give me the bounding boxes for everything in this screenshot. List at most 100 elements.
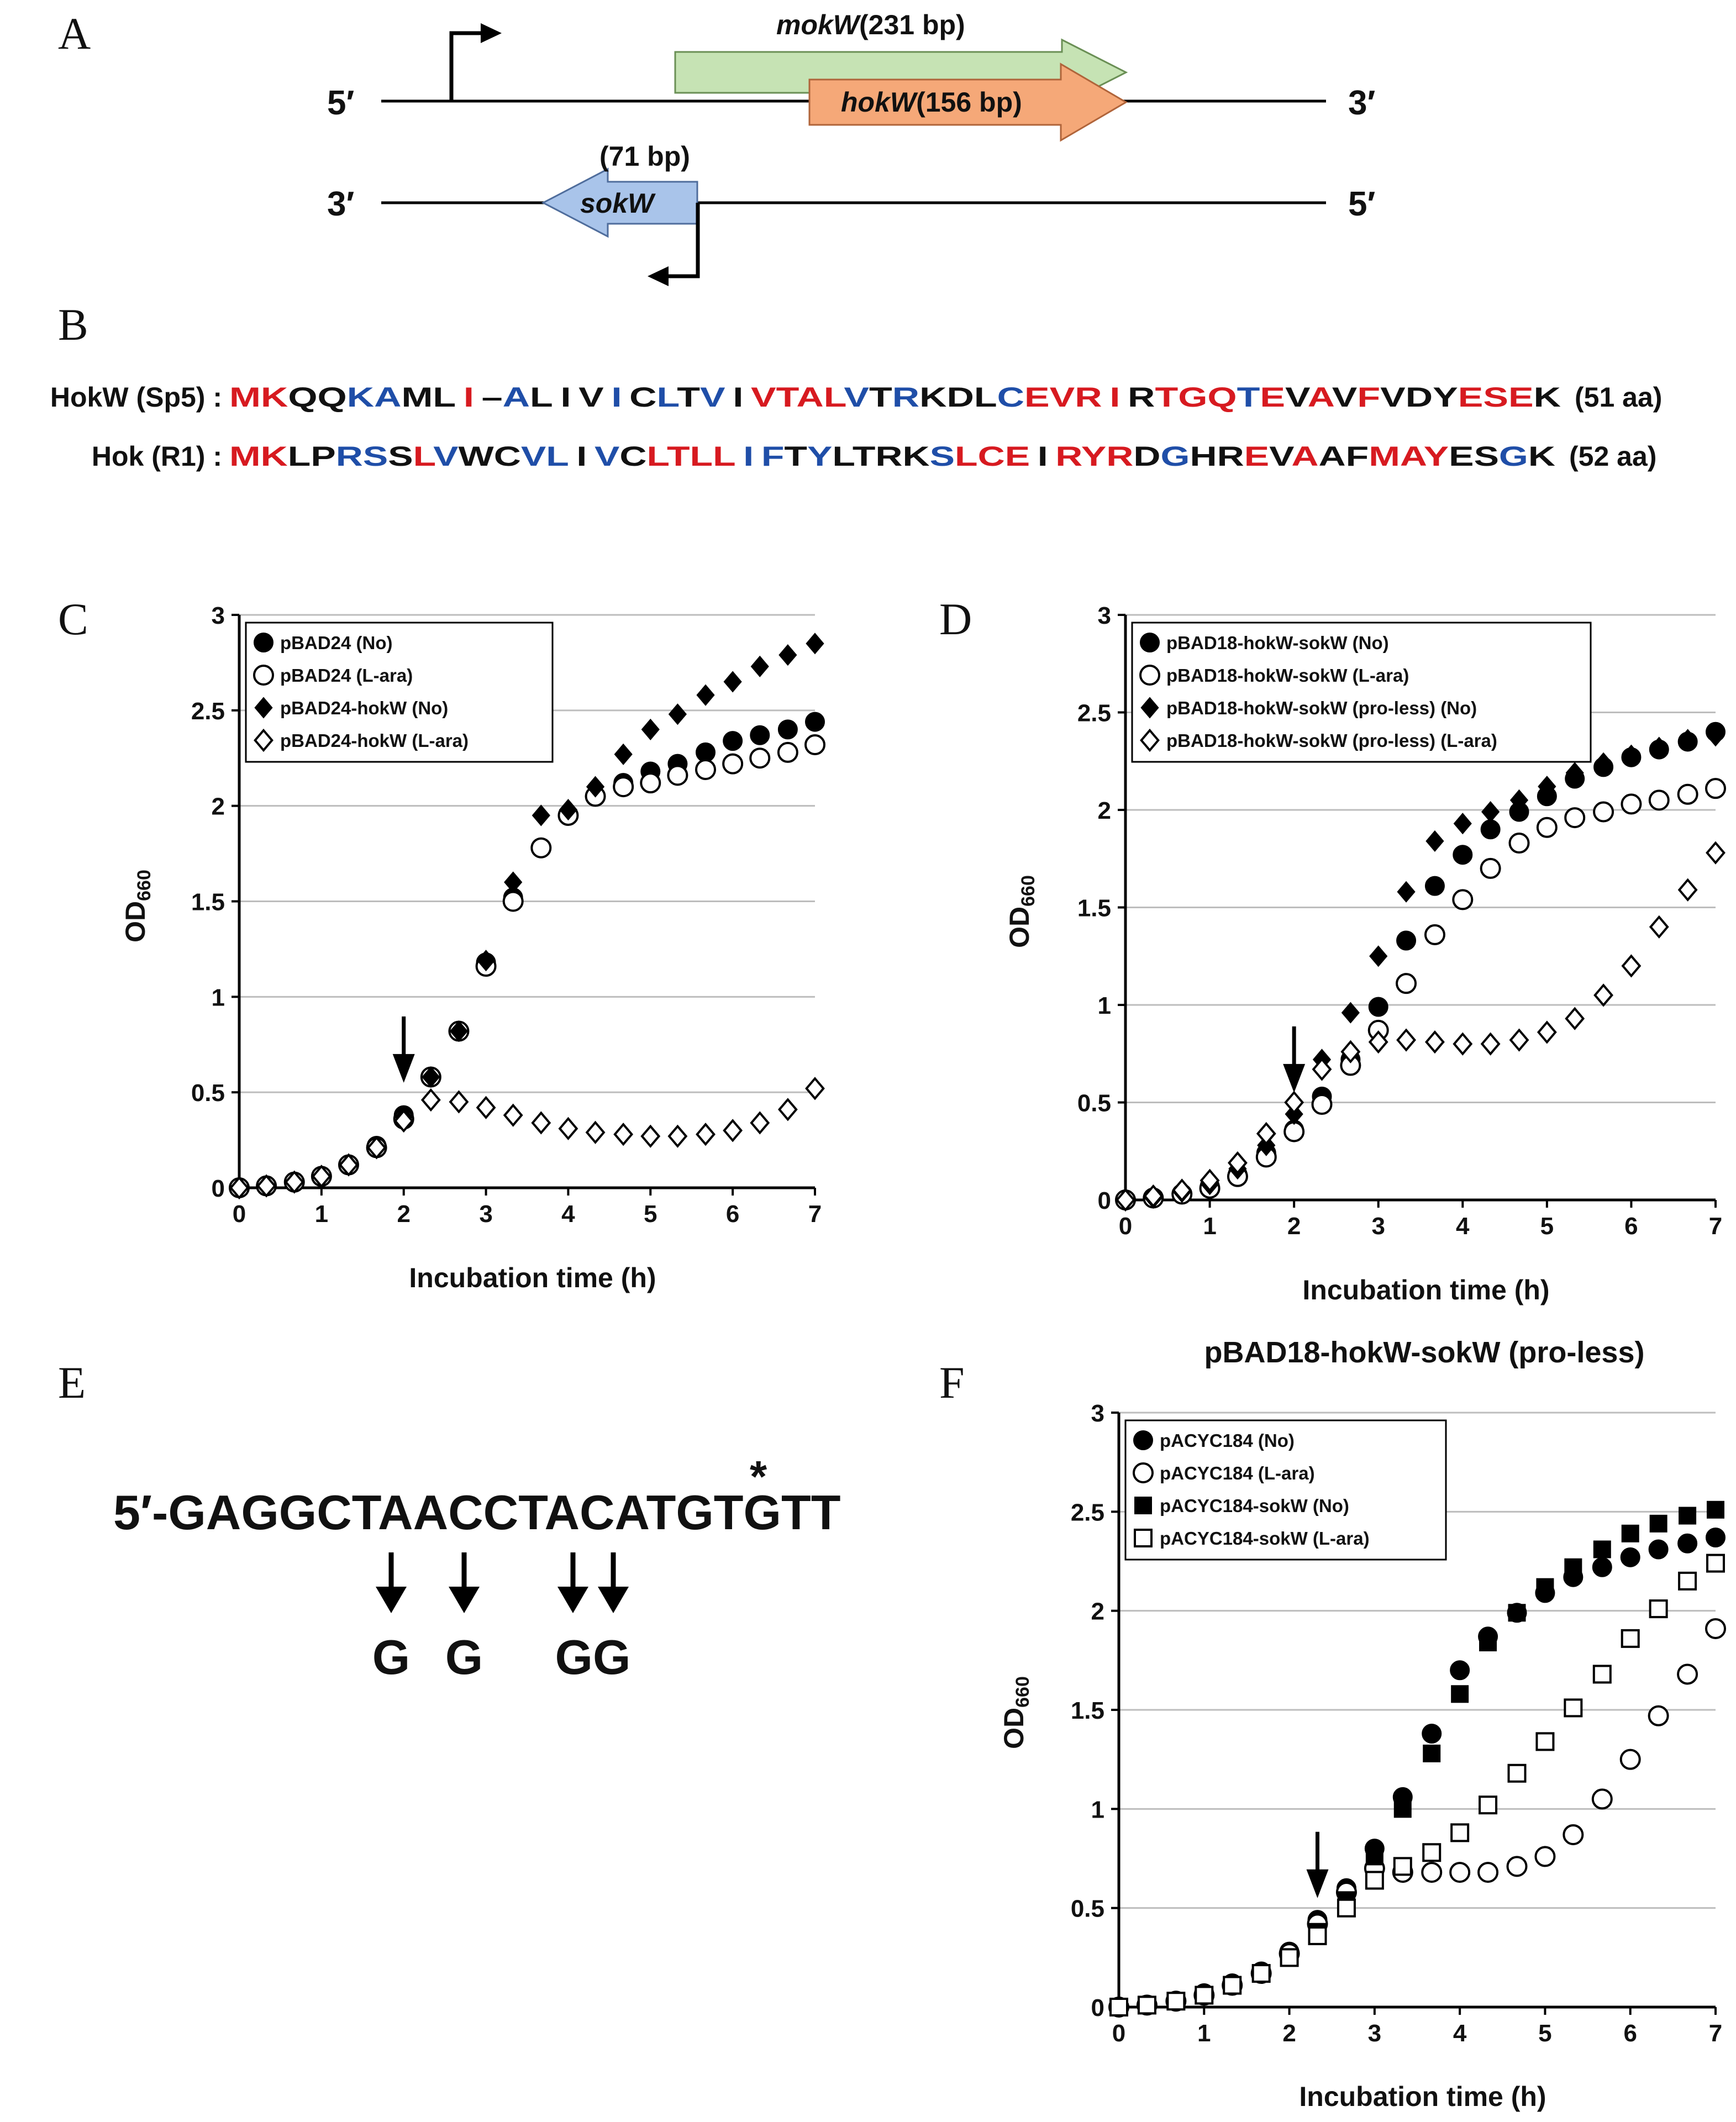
- data-point: [503, 1103, 523, 1127]
- data-point: [1706, 1527, 1726, 1547]
- residue: Y: [1424, 441, 1449, 472]
- data-point: [1393, 1800, 1412, 1818]
- residue: T: [776, 382, 799, 413]
- data-point: [1537, 1020, 1557, 1044]
- data-point: [668, 703, 687, 725]
- residue: P: [311, 441, 335, 472]
- data-point: [449, 1020, 469, 1042]
- y-tick-label: 3: [212, 602, 225, 629]
- data-point: [1649, 1599, 1668, 1619]
- data-point: [1621, 1629, 1640, 1648]
- residue: [1048, 441, 1056, 472]
- residue: M: [1369, 441, 1400, 472]
- data-point: [1507, 1763, 1527, 1783]
- data-point: [1707, 1500, 1724, 1519]
- residue: L: [824, 382, 846, 413]
- residue: Y: [1081, 441, 1106, 472]
- data-point: [1337, 1898, 1356, 1918]
- data-point: [420, 1088, 441, 1112]
- residue: R: [336, 441, 363, 472]
- series-1: [1108, 1618, 1726, 2018]
- residue: F: [1346, 441, 1369, 472]
- data-point: [1479, 1795, 1498, 1815]
- data-point: [722, 753, 744, 775]
- residue: R: [1217, 441, 1244, 472]
- data-point: [1223, 1976, 1242, 1995]
- residue: S: [930, 441, 955, 472]
- residue: L: [832, 441, 854, 472]
- data-point: [1116, 1188, 1135, 1212]
- data-point: [613, 776, 634, 798]
- residue: L: [974, 382, 997, 413]
- data-point: [1534, 1846, 1556, 1867]
- data-point: [750, 725, 770, 745]
- data-point: [723, 731, 743, 751]
- data-point: [1677, 1533, 1698, 1554]
- residue: R: [1106, 441, 1133, 472]
- data-point: [1480, 857, 1501, 879]
- residue: T: [869, 382, 892, 413]
- data-point: [1509, 1028, 1529, 1052]
- residue: K: [347, 382, 374, 413]
- data-point: [1565, 762, 1584, 784]
- data-point: [1563, 1824, 1584, 1845]
- residue: L: [690, 441, 713, 472]
- x-tick-label: 6: [1623, 2020, 1637, 2047]
- legend-marker: [254, 728, 273, 752]
- residue: D: [1133, 441, 1160, 472]
- data-point: [1172, 1178, 1192, 1202]
- residue: K: [261, 441, 288, 472]
- data-point: [532, 804, 550, 826]
- data-point: [1166, 1992, 1186, 2011]
- data-point: [476, 950, 496, 972]
- data-point: [1678, 1571, 1697, 1591]
- legend-entry: pACYC184-sokW (L-ara): [1160, 1528, 1370, 1549]
- residue: I: [611, 382, 622, 413]
- x-tick-label: 0: [1119, 1213, 1132, 1240]
- series-1: [1115, 778, 1726, 1210]
- data-point: [1453, 1032, 1473, 1056]
- data-point: [1480, 1032, 1501, 1056]
- data-point: [1200, 1168, 1220, 1192]
- data-point: [1593, 801, 1614, 823]
- x-axis-label: Incubation time (h): [1299, 2081, 1546, 2112]
- data-point: [1423, 1744, 1441, 1762]
- data-point: [1422, 1724, 1442, 1744]
- x-tick-label: 7: [808, 1200, 822, 1228]
- data-point: [1452, 889, 1474, 910]
- data-point: [1308, 1926, 1327, 1945]
- residue: G: [1499, 441, 1528, 472]
- data-point: [695, 759, 717, 780]
- residue: [1102, 382, 1110, 413]
- residue: G: [1178, 382, 1207, 413]
- residue: R: [1075, 382, 1102, 413]
- data-point: [806, 633, 824, 655]
- x-tick-label: 7: [1709, 1213, 1722, 1240]
- sokW-label: sokW: [580, 188, 656, 219]
- series-0: [1109, 1527, 1726, 2017]
- promoter-arrow-bottom-icon: [648, 203, 700, 286]
- x-tick-label: 7: [1709, 2020, 1722, 2047]
- legend-marker: [254, 697, 273, 719]
- residue: I: [743, 441, 754, 472]
- y-axis-label: OD660: [120, 870, 155, 942]
- residue: [604, 382, 612, 413]
- residue: R: [1055, 441, 1082, 472]
- data-point: [1283, 1121, 1305, 1142]
- residue: [569, 441, 577, 472]
- data-point: [641, 718, 660, 740]
- residue: A: [1291, 441, 1318, 472]
- residue: [456, 382, 464, 413]
- data-point: [1593, 1540, 1611, 1558]
- mutation-site-star: *: [750, 1452, 767, 1501]
- residue: D: [1406, 382, 1433, 413]
- residue: V: [700, 382, 725, 413]
- x-tick-label: 0: [1112, 2020, 1125, 2047]
- data-point: [696, 1123, 716, 1146]
- residue: C: [619, 441, 646, 472]
- data-point: [1620, 1547, 1640, 1567]
- data-point: [1591, 1788, 1613, 1810]
- data-point: [1365, 1871, 1384, 1890]
- legend-marker: [1134, 1529, 1153, 1547]
